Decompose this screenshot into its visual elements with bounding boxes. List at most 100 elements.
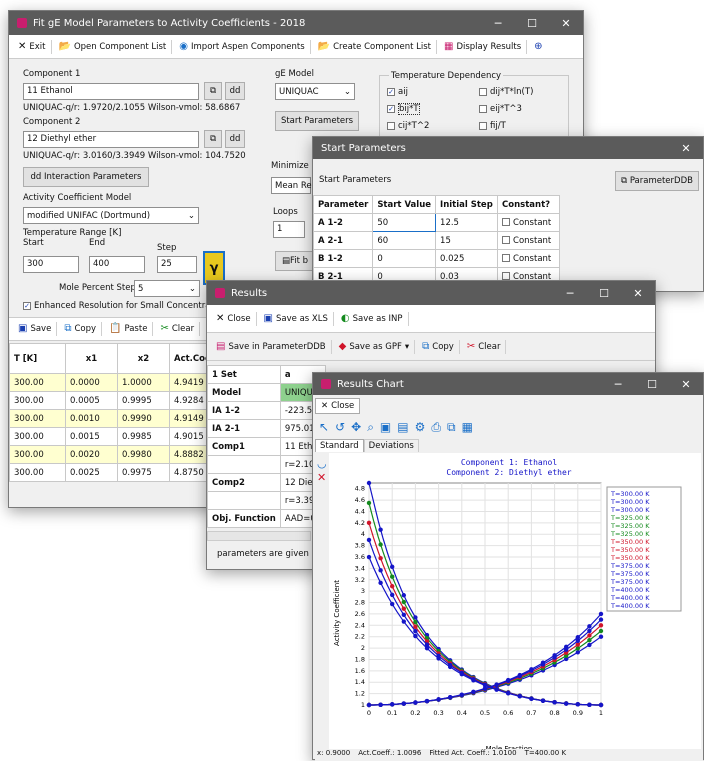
save-icon[interactable]: ▦	[461, 420, 473, 434]
create-component-list-button[interactable]: 📂 Create Component List	[313, 39, 437, 54]
table-row[interactable]: Comp2 12 Dieth	[207, 473, 327, 492]
results-close-button[interactable]: ✕ Close	[211, 311, 257, 326]
exit-button[interactable]: ✕ Exit	[13, 39, 52, 54]
activity-chart[interactable]: Component 1: Ethanol Component 2: Diethy…	[329, 453, 701, 753]
grid-copy-button[interactable]: ⧉ Copy	[59, 322, 103, 336]
table-row[interactable]: A 1-2 50 12.5 Constant	[312, 213, 561, 232]
save-xls-button[interactable]: ▣ Save as XLS	[259, 311, 334, 326]
print-icon[interactable]: ⎙	[431, 419, 441, 434]
minimize-icon[interactable]: ─	[566, 286, 574, 300]
dep-dij-checkbox[interactable]: dij*T*ln(T)	[479, 87, 533, 97]
data-point	[587, 624, 592, 629]
minimize-icon[interactable]: ─	[614, 377, 622, 391]
component2-info: UNIQUAC-q/r: 3.0160/3.3949 Wilson-vmol: …	[23, 151, 246, 161]
import-icon: ◉	[179, 40, 189, 52]
ge-model-select[interactable]: UNIQUAC ⌄	[275, 83, 355, 100]
mole-step-select[interactable]: 5 ⌄	[134, 280, 200, 297]
tab-standard[interactable]: Standard	[315, 439, 364, 452]
activity-model-select[interactable]: modified UNIFAC (Dortmund) ⌄	[23, 207, 199, 224]
component2-lookup-button[interactable]: ⧉	[204, 130, 222, 148]
component1-ddb-button[interactable]: dd	[225, 82, 245, 100]
import-aspen-button[interactable]: ◉ Import Aspen Components	[174, 39, 311, 54]
results-copy-button[interactable]: ⧉ Copy	[417, 339, 460, 354]
table-row[interactable]: 300.00 0.0000 1.0000 4.9419	[9, 373, 232, 392]
col-header[interactable]: T [K]	[9, 343, 66, 374]
temp-end-field[interactable]: 400	[89, 256, 145, 273]
table-row[interactable]: r=2.105	[207, 455, 327, 474]
tab-deviations[interactable]: Deviations	[363, 439, 419, 452]
results-horizontal-scrollbar[interactable]	[207, 531, 311, 541]
dep-bij-checkbox[interactable]: ✓ bij*T	[387, 103, 420, 115]
temp-step-field[interactable]: 25	[157, 256, 197, 273]
dep-aij-checkbox[interactable]: ✓ aij	[387, 87, 408, 97]
rotate-icon[interactable]: ↺	[335, 420, 346, 434]
delete-icon[interactable]: ✕	[317, 471, 327, 484]
table-row[interactable]: IA 2-1 975.01	[207, 419, 327, 438]
table-row[interactable]: 300.00 0.0010 0.9990 4.9149	[9, 409, 232, 428]
table-row[interactable]: B 1-2 0 0.025 Constant	[312, 249, 561, 268]
close-icon[interactable]: ✕	[633, 286, 643, 300]
close-icon[interactable]: ✕	[681, 377, 691, 391]
loops-field[interactable]: 1	[273, 221, 305, 238]
table-row[interactable]: Comp1 11 Etha	[207, 437, 327, 456]
maximize-icon[interactable]: ☐	[647, 377, 657, 391]
chart-subtitle-text: Component 2: Diethyl ether	[446, 468, 571, 477]
temp-start-field[interactable]: 300	[23, 256, 79, 273]
component2-field[interactable]: 12 Diethyl ether	[23, 131, 199, 148]
chart-close-button[interactable]: ✕ Close	[315, 398, 361, 414]
dep-fij-checkbox[interactable]: fij/T	[479, 121, 506, 131]
maximize-icon[interactable]: ☐	[599, 286, 609, 300]
dep-eij-checkbox[interactable]: eij*T^3	[479, 104, 522, 114]
data-point	[529, 696, 534, 701]
copy-icon[interactable]: ⧉	[446, 419, 456, 434]
close-icon[interactable]: ✕	[561, 16, 571, 30]
component1-lookup-button[interactable]: ⧉	[204, 82, 222, 100]
start-parameters-button[interactable]: Start Parameters	[275, 111, 359, 131]
results-clear-button[interactable]: ✂ Clear	[462, 339, 507, 354]
minimize-select[interactable]: Mean Re	[271, 177, 312, 194]
parameter-ddb-button[interactable]: ⧉ ParameterDDB	[615, 171, 699, 191]
table-row[interactable]: 300.00 0.0025 0.9975 4.8750	[9, 463, 232, 482]
pan-icon[interactable]: ✥	[351, 420, 362, 434]
save-parameterddb-button[interactable]: ▤ Save in ParameterDDB	[211, 339, 332, 354]
interaction-parameters-button[interactable]: dd Interaction Parameters	[23, 167, 149, 187]
component1-field[interactable]: 11 Ethanol	[23, 83, 199, 100]
grid-save-button[interactable]: ▣ Save	[13, 322, 58, 336]
table-row[interactable]: A 2-1 60 15 Constant	[312, 231, 561, 250]
table-row[interactable]: 1 Set a	[207, 365, 327, 384]
grid-clear-button[interactable]: ✂ Clear	[155, 322, 201, 336]
save-image-icon[interactable]: ▣	[379, 420, 392, 434]
fit-button[interactable]: ▤ Fit b	[275, 251, 315, 271]
diamond-icon: ◆	[338, 340, 347, 352]
save-gpf-button[interactable]: ◆ Save as GPF ▾	[334, 339, 416, 354]
col-header[interactable]: x1	[65, 343, 118, 374]
chevron-down-icon: ⌄	[188, 283, 196, 294]
y-tick-label: 2.4	[355, 621, 365, 629]
table-row[interactable]: 300.00 0.0005 0.9995 4.9284	[9, 391, 232, 410]
enhanced-resolution-checkbox[interactable]: ✓ Enhanced Resolution for Small Concentra…	[23, 301, 232, 311]
table-row[interactable]: Model UNIQU	[207, 383, 327, 402]
table-row[interactable]: 300.00 0.0020 0.9980 4.8882	[9, 445, 232, 464]
settings-icon[interactable]: ⚙	[414, 420, 426, 434]
minimize-icon[interactable]: ─	[494, 16, 502, 30]
open-component-list-button[interactable]: 📂 Open Component List	[54, 39, 173, 54]
table-row[interactable]: r=3.394	[207, 491, 327, 510]
help-button[interactable]: ⊕	[529, 40, 547, 54]
grid-paste-button[interactable]: 📋 Paste	[104, 322, 154, 336]
data-point	[436, 656, 441, 661]
maximize-icon[interactable]: ☐	[527, 16, 537, 30]
col-header[interactable]: x2	[117, 343, 170, 374]
display-results-button[interactable]: ▦ Display Results	[439, 39, 528, 54]
table-row[interactable]: 300.00 0.0015 0.9985 4.9015	[9, 427, 232, 446]
export-icon[interactable]: ▤	[397, 420, 409, 434]
component2-ddb-button[interactable]: dd	[225, 130, 245, 148]
pointer-icon[interactable]: ↖	[319, 420, 330, 434]
dep-cij-checkbox[interactable]: cij*T^2	[387, 121, 429, 131]
close-icon[interactable]: ✕	[681, 141, 691, 155]
table-row[interactable]: IA 1-2 -223.57	[207, 401, 327, 420]
save-inp-button[interactable]: ◐ Save as INP	[336, 311, 409, 326]
zoom-icon[interactable]: ⌕	[367, 419, 374, 434]
data-point	[598, 634, 604, 639]
table-row[interactable]: Obj. Function AAD=0.	[207, 509, 327, 528]
curve-tool-icon[interactable]: ◡	[317, 457, 327, 470]
